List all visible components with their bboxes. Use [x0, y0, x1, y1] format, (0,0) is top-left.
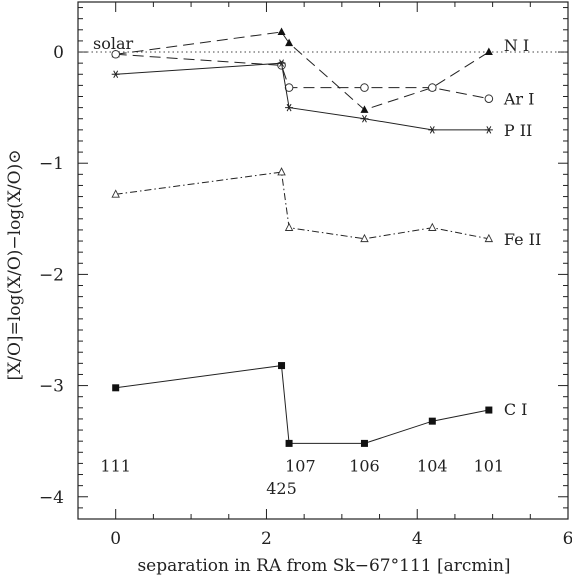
data-point — [111, 49, 120, 59]
series-label: C I — [504, 400, 528, 419]
data-point — [285, 103, 294, 112]
position-label: 111 — [100, 457, 131, 476]
plot-layer: 0 2 4 6 0 −1 −2 −3 −4 N I Ar I P II Fe II C I 111 107 42… — [39, 1, 572, 549]
position-label: 425 — [266, 479, 297, 498]
series-line — [115, 365, 489, 444]
data-point — [277, 27, 286, 36]
x-tick-label: 4 — [412, 529, 423, 549]
series-label: N I — [504, 36, 529, 55]
data-point — [285, 439, 293, 447]
data-point — [112, 384, 120, 392]
x-tick-label: 0 — [110, 529, 121, 549]
y-tick-label: −1 — [39, 154, 64, 174]
data-point — [360, 83, 369, 92]
y-tick-label: −3 — [39, 377, 64, 397]
series-label: P II — [504, 121, 533, 140]
data-point — [360, 233, 369, 243]
data-point — [285, 38, 294, 47]
y-tick-label: 0 — [53, 43, 64, 63]
data-point — [485, 406, 493, 414]
data-point — [428, 83, 437, 92]
solar-label: solar — [93, 34, 134, 53]
x-tick-label: 6 — [563, 529, 572, 549]
data-point — [484, 126, 493, 134]
y-tick-label: −4 — [39, 488, 64, 508]
data-point — [277, 167, 286, 176]
data-point — [278, 362, 286, 370]
data-point — [284, 222, 294, 231]
data-point — [277, 59, 286, 67]
series-label: Fe II — [504, 230, 541, 249]
series-line — [115, 53, 489, 100]
position-label: 107 — [285, 457, 316, 476]
series-line — [115, 171, 489, 240]
plot-frame — [77, 1, 569, 520]
data-point — [428, 222, 437, 231]
series-label: Ar I — [503, 90, 535, 109]
y-tick-label: −2 — [39, 265, 64, 285]
series-line — [115, 62, 489, 131]
data-point — [111, 189, 120, 198]
data-point — [484, 94, 494, 104]
position-label: 101 — [474, 457, 505, 476]
data-point — [360, 439, 368, 447]
y-axis-title: [X/O]=log(X/O)−log(X/O)⊙ — [5, 150, 25, 381]
position-label: 104 — [417, 457, 448, 476]
data-point — [484, 47, 493, 56]
series-line — [115, 31, 490, 111]
data-point — [360, 105, 369, 113]
data-point — [111, 70, 120, 78]
x-tick-label: 2 — [261, 529, 272, 549]
data-point — [484, 233, 494, 243]
data-point — [428, 126, 437, 134]
data-point — [360, 115, 369, 123]
x-axis-title: separation in RA from Sk−67°111 [arcmin] — [137, 556, 510, 576]
data-point — [428, 417, 436, 425]
position-label: 106 — [349, 457, 380, 476]
